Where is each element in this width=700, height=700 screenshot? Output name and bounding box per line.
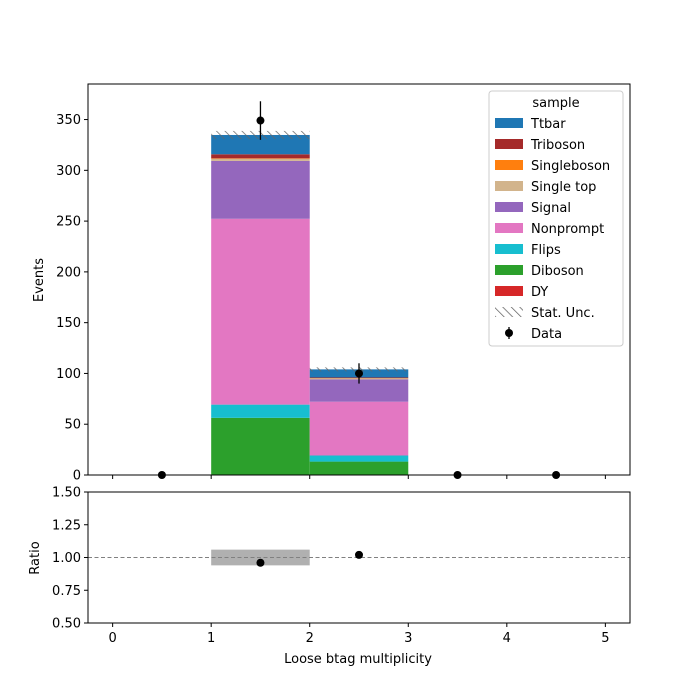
ratio-y-tick-label: 1.50 (52, 486, 81, 501)
y-tick-label: 250 (56, 215, 81, 230)
x-tick-label: 5 (601, 631, 609, 646)
legend-swatch-stat-unc (495, 307, 523, 317)
legend-label-nonprompt: Nonprompt (531, 222, 604, 237)
legend-label-triboson: Triboson (530, 138, 585, 153)
legend-swatch-single-top (495, 181, 523, 191)
legend-data-marker (505, 329, 513, 337)
bar-diboson-bin-2 (309, 461, 409, 475)
main-panel: 0 50 100 150 200 250 300 350 (56, 83, 631, 484)
bar-singleboson-bin-1 (211, 158, 310, 159)
legend-label-dy: DY (531, 285, 548, 300)
legend-label-data: Data (531, 327, 562, 342)
ratio-y-axis-label: Ratio (28, 541, 43, 574)
ratio-y-tick-label: 1.25 (52, 518, 81, 533)
legend-label-stat-unc: Stat. Unc. (531, 306, 595, 321)
x-tick-label: 1 (207, 631, 215, 646)
legend: sample Ttbar Triboson Singleboson Single top… (488, 90, 624, 347)
legend-label-ttbar: Ttbar (530, 117, 566, 132)
legend-label-diboson: Diboson (531, 264, 584, 279)
y-tick-label: 50 (64, 418, 81, 433)
y-tick-label: 200 (56, 265, 81, 280)
x-tick-label: 3 (404, 631, 412, 646)
x-tick-label: 2 (306, 631, 314, 646)
ratio-y-tick-label: 0.50 (52, 617, 81, 632)
data-point-2 (355, 369, 363, 378)
bar-flips-bin-1 (211, 404, 310, 418)
main-frame (87, 83, 631, 476)
ratio-y-tick-label: 0.75 (52, 584, 81, 599)
legend-box (488, 90, 624, 347)
legend-swatch-triboson (495, 139, 523, 149)
bar-nonprompt-bin-2 (309, 401, 409, 456)
y-tick-label: 350 (56, 113, 81, 128)
legend-swatch-diboson (495, 265, 523, 275)
legend-label-singleboson: Singleboson (531, 159, 610, 174)
y-tick-label: 0 (73, 469, 81, 484)
bar-signal-bin-1 (211, 160, 310, 219)
legend-label-signal: Signal (531, 201, 571, 216)
y-tick-label: 100 (56, 367, 81, 382)
bar-nonprompt-bin-1 (211, 218, 310, 405)
x-tick-label: 4 (503, 631, 511, 646)
legend-title: sample (532, 96, 579, 111)
y-tick-label: 150 (56, 316, 81, 331)
ratio-point-1 (355, 550, 363, 559)
ratio-y-tick-label: 1.00 (52, 551, 81, 566)
bar-signal-bin-2 (309, 379, 409, 402)
ratio-point-0 (256, 558, 265, 567)
bar-ttbar-bin-1 (211, 134, 310, 155)
ratio-panel: 0.50 0.75 1.00 1.25 1.50 0 1 2 3 4 5 (52, 486, 631, 646)
legend-swatch-dy (495, 286, 523, 296)
bar-flips-bin-2 (309, 455, 409, 462)
legend-swatch-nonprompt (495, 223, 523, 233)
y-axis-label: Events (32, 258, 47, 302)
data-point-1 (256, 116, 265, 125)
x-tick-label: 0 (108, 631, 116, 646)
legend-label-flips: Flips (531, 243, 561, 258)
bar-triboson-bin-1 (211, 154, 310, 159)
legend-swatch-ttbar (495, 118, 523, 128)
x-axis-label: Loose btag multiplicity (284, 652, 432, 667)
legend-swatch-singleboson (495, 160, 523, 170)
legend-label-single-top: Single top (531, 180, 596, 195)
bar-single-top-bin-1 (211, 158, 310, 161)
legend-swatch-flips (495, 244, 523, 254)
legend-swatch-signal (495, 202, 523, 212)
bar-diboson-bin-1 (211, 417, 310, 475)
y-tick-label: 300 (56, 164, 81, 179)
